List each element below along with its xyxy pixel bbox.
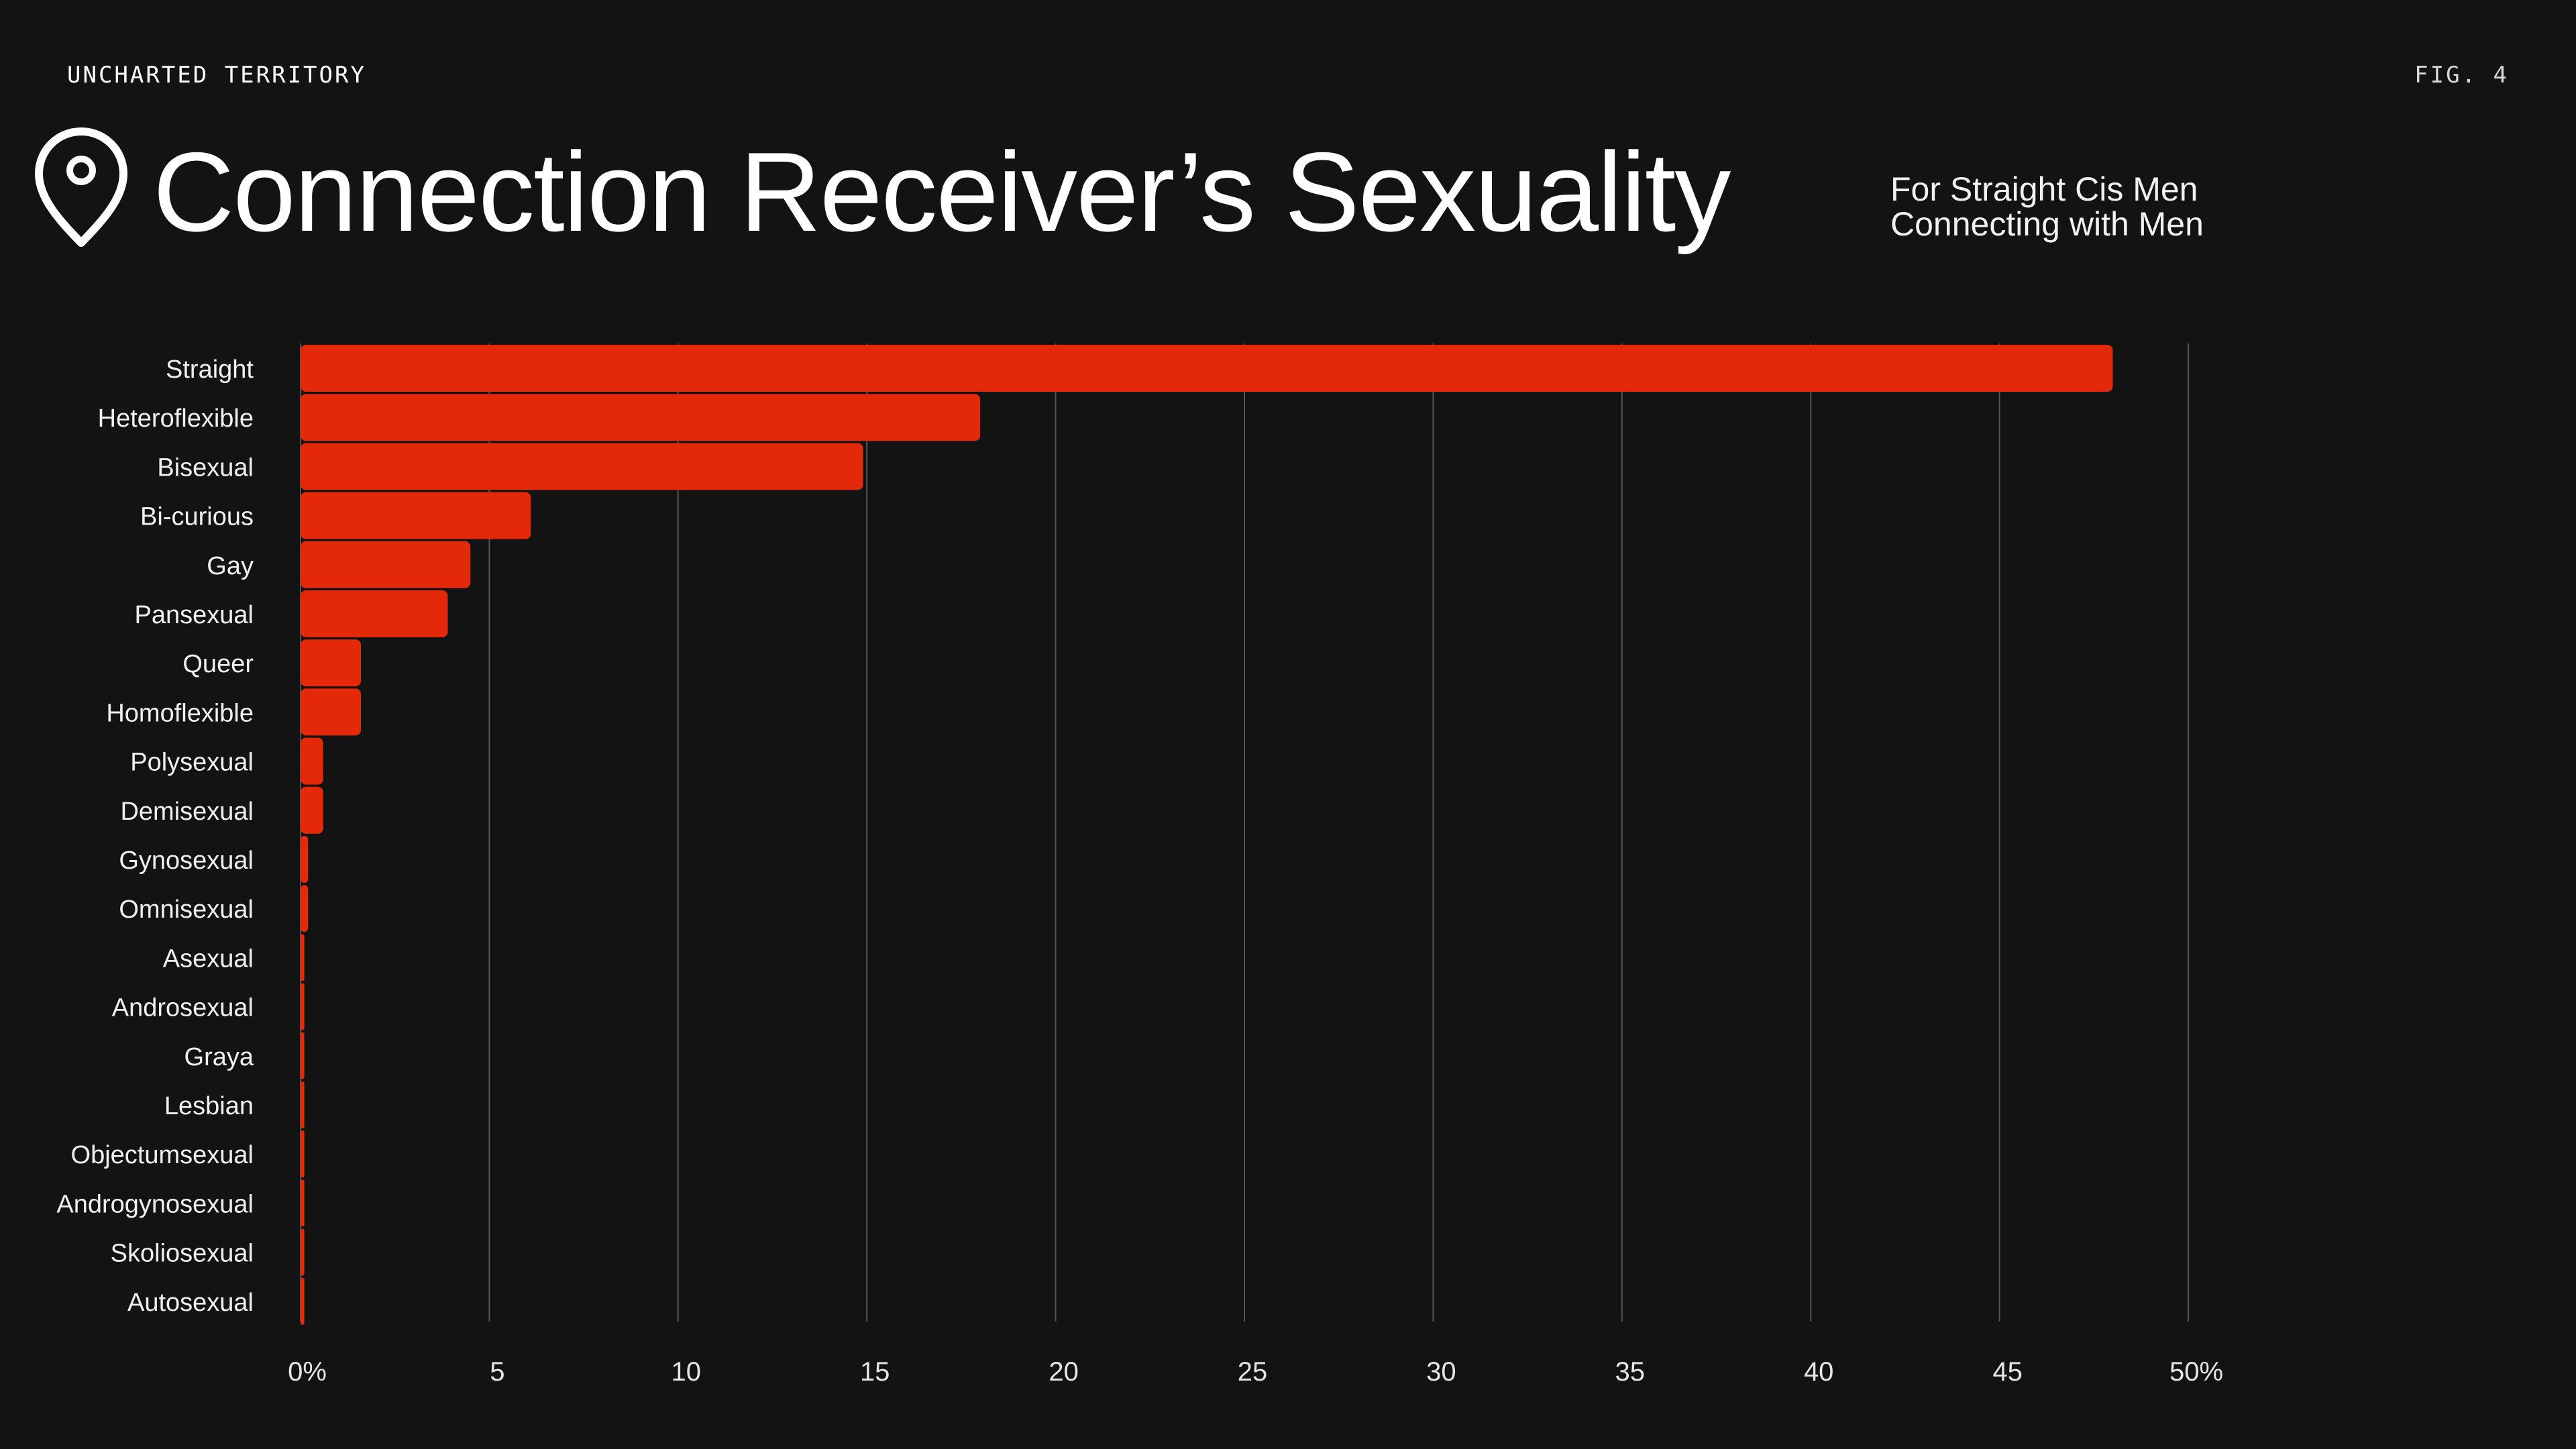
x-tick-label: 30	[1426, 1357, 1456, 1387]
category-label: Homoflexible	[106, 699, 254, 727]
x-tick-label: 25	[1238, 1357, 1268, 1387]
bar	[301, 885, 309, 932]
x-tick-label: 35	[1615, 1357, 1646, 1387]
x-tick-label: 10	[672, 1357, 702, 1387]
category-labels: Straight Heteroflexible Bisexual Bi-curious…	[56, 356, 254, 1317]
category-label: Graya	[184, 1043, 254, 1071]
grid-lines	[300, 343, 2189, 1322]
bar	[301, 639, 362, 687]
category-label: Heteroflexible	[98, 405, 254, 433]
category-label: Objectumsexual	[71, 1141, 254, 1169]
x-tick-label: 20	[1049, 1357, 1079, 1387]
x-tick-label: 0%	[288, 1357, 327, 1387]
category-label: Skoliosexual	[111, 1240, 254, 1268]
subtitle-line-2: Connecting with Men	[1890, 205, 2204, 243]
bar	[301, 983, 305, 1030]
x-tick-label: 5	[490, 1357, 504, 1387]
category-label: Pansexual	[135, 601, 254, 629]
subtitle-line-1: For Straight Cis Men	[1890, 170, 2198, 208]
brand-label: UNCHARTED TERRITORY	[67, 62, 366, 89]
bar	[301, 786, 323, 834]
bars	[301, 345, 2113, 1325]
bar	[301, 688, 362, 736]
bar	[301, 443, 863, 490]
category-label: Queer	[182, 650, 254, 678]
figure-number: FIG. 4	[2414, 62, 2509, 89]
category-label: Straight	[166, 356, 254, 384]
category-label: Bisexual	[157, 453, 254, 482]
bar	[301, 836, 309, 883]
map-pin-icon	[35, 127, 127, 247]
bar	[301, 541, 471, 588]
bar	[301, 1179, 305, 1227]
category-label: Lesbian	[164, 1092, 254, 1120]
bar	[301, 1130, 305, 1178]
category-label: Polysexual	[130, 749, 254, 777]
bar	[301, 1032, 305, 1079]
x-tick-label: 45	[1992, 1357, 2023, 1387]
category-label: Androsexual	[112, 994, 254, 1022]
x-tick-label: 50%	[2169, 1357, 2223, 1387]
bar	[301, 1228, 305, 1276]
category-label: Omnisexual	[119, 896, 254, 924]
category-label: Demisexual	[120, 798, 254, 826]
bar	[301, 1081, 305, 1128]
category-label: Gay	[207, 552, 254, 580]
chart-subtitle: For Straight Cis Men Connecting with Men	[1890, 172, 2204, 241]
category-label: Asexual	[163, 945, 254, 973]
x-tick-label: 15	[860, 1357, 890, 1387]
bar	[301, 1277, 305, 1325]
bar	[301, 590, 448, 637]
category-label: Bi-curious	[140, 503, 254, 531]
bar	[301, 394, 981, 441]
bar	[301, 737, 323, 785]
x-tick-label: 40	[1804, 1357, 1834, 1387]
bar	[301, 934, 305, 981]
category-label: Androgynosexual	[56, 1190, 254, 1218]
bar	[301, 345, 2113, 392]
x-axis-ticks: 0% 5 10 15 20 25 30 35 40 45 50%	[288, 1357, 2223, 1387]
chart-title: Connection Receiver’s Sexuality	[153, 129, 1731, 255]
bar	[301, 492, 531, 539]
category-label: Autosexual	[127, 1289, 254, 1317]
category-label: Gynosexual	[119, 847, 254, 875]
